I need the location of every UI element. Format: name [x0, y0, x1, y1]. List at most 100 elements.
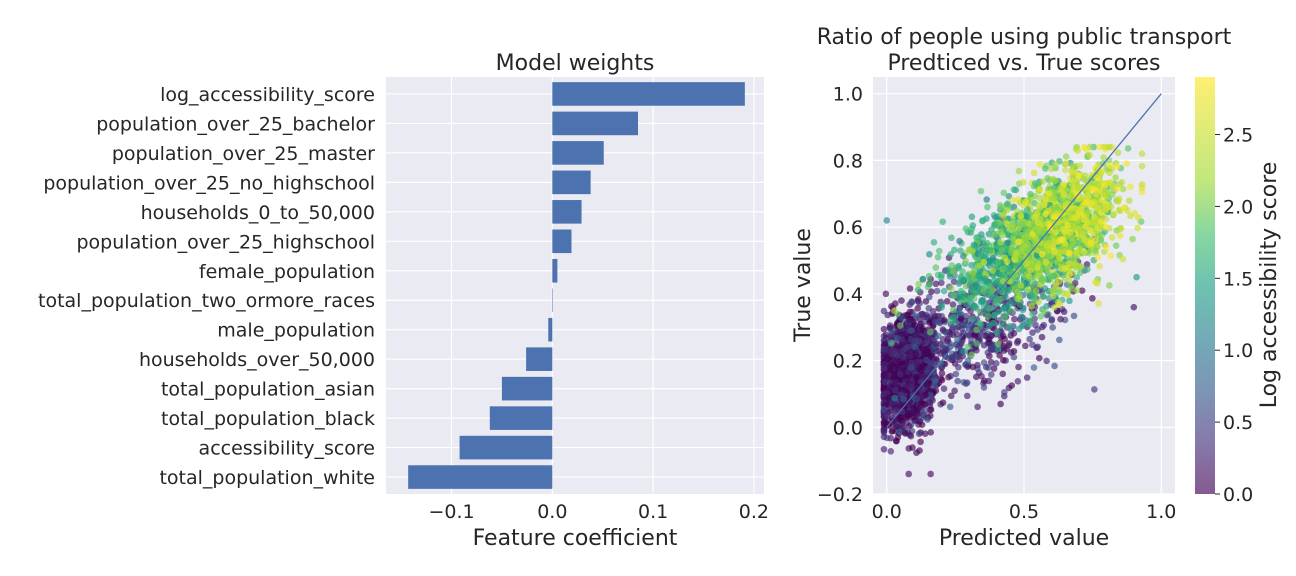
scatter-point — [997, 400, 1004, 408]
scatter-point — [899, 423, 906, 431]
scatter-point — [987, 344, 995, 352]
scatter-point — [1037, 312, 1045, 320]
scatter-point — [1008, 307, 1015, 315]
weights-gridlines — [386, 77, 764, 494]
scatter-point — [1138, 150, 1146, 158]
scatter-point — [880, 325, 888, 333]
scatter-point — [986, 258, 993, 265]
scatter-point — [888, 330, 896, 338]
scatter-point — [1116, 180, 1124, 188]
scatter-point — [993, 359, 1000, 367]
scatter-point — [1057, 315, 1064, 323]
scatter-point — [1052, 210, 1060, 217]
scatter-points — [880, 143, 1146, 478]
scatter-point — [929, 308, 937, 315]
scatter-point — [999, 211, 1006, 218]
scatter-point — [1083, 261, 1091, 268]
scatter-point — [968, 337, 975, 345]
scatter-point — [1091, 386, 1098, 393]
scatter-point — [1044, 253, 1052, 260]
scatter-point — [992, 280, 1000, 287]
scatter-point — [1056, 236, 1064, 243]
scatter-point — [1127, 183, 1134, 191]
scatter-point — [909, 413, 917, 421]
scatter-point — [880, 445, 888, 453]
scatter-point — [1117, 225, 1125, 232]
scatter-point — [1119, 255, 1127, 263]
weights-title: Model weights — [496, 51, 655, 76]
identity-reference-line — [886, 93, 1162, 428]
scatter-y-axis-label: True value — [791, 228, 816, 343]
scatter-point — [916, 418, 924, 425]
scatter-point — [1096, 143, 1103, 151]
weights-bar — [501, 376, 553, 401]
scatter-point — [1062, 227, 1070, 234]
scatter-point — [1007, 349, 1015, 356]
scatter-point — [1110, 210, 1118, 217]
scatter-point — [948, 234, 955, 242]
scatter-point — [1106, 179, 1113, 187]
scatter-point — [1052, 160, 1059, 168]
scatter-point — [1015, 238, 1023, 246]
scatter-point — [893, 437, 900, 445]
scatter-point — [994, 340, 1002, 348]
scatter-point — [1037, 215, 1044, 223]
scatter-point — [1071, 214, 1078, 222]
scatter-y-tick-label: 0.6 — [833, 217, 863, 239]
scatter-point — [1134, 224, 1141, 232]
scatter-point — [1058, 187, 1065, 195]
scatter-point — [1111, 183, 1119, 190]
scatter-point — [1054, 258, 1061, 266]
scatter-point — [1086, 151, 1093, 159]
scatter-point — [918, 372, 926, 380]
colorbar-gradient — [1195, 77, 1215, 494]
scatter-point — [1094, 204, 1101, 211]
scatter-point — [919, 276, 926, 283]
scatter-point — [883, 413, 891, 420]
scatter-point — [956, 356, 963, 363]
scatter-point — [969, 269, 977, 277]
weights-category-label: total_population_black — [161, 408, 375, 430]
scatter-point — [898, 297, 905, 304]
scatter-point — [1062, 160, 1070, 167]
scatter-point — [1006, 300, 1014, 308]
scatter-point — [1106, 282, 1113, 289]
scatter-point — [997, 204, 1005, 211]
scatter-point — [923, 346, 930, 353]
scatter-point — [939, 326, 947, 333]
scatter-point — [1056, 301, 1064, 308]
scatter-point — [1001, 335, 1008, 343]
scatter-title-line-2: Predticed vs. True scores — [887, 51, 1160, 76]
colorbar-tick-label: 2.5 — [1223, 125, 1253, 147]
scatter-point — [888, 339, 895, 347]
scatter-point — [1047, 273, 1055, 280]
scatter-point — [880, 307, 888, 315]
weights-x-axis-label: Feature coefficient — [473, 526, 678, 551]
scatter-point — [1034, 343, 1042, 351]
weights-category-label: accessibility_score — [199, 438, 375, 460]
weights-category-label: population_over_25_master — [112, 143, 375, 165]
scatter-y-tick-label: 0.4 — [833, 284, 863, 306]
scatter-point — [982, 277, 990, 285]
scatter-point — [1076, 162, 1084, 169]
scatter-point — [913, 449, 920, 456]
weights-category-label: total_population_asian — [161, 379, 375, 401]
scatter-point — [1138, 184, 1146, 192]
scatter-x-axis-label: Predicted value — [939, 526, 1109, 551]
scatter-point — [1024, 286, 1032, 293]
scatter-point — [1044, 247, 1051, 254]
scatter-point — [976, 319, 983, 327]
scatter-point — [1014, 229, 1022, 237]
scatter-point — [1026, 335, 1033, 343]
scatter-point — [958, 325, 966, 332]
scatter-point — [1094, 253, 1102, 261]
scatter-point — [914, 286, 922, 294]
weights-category-label: total_population_white — [159, 467, 375, 489]
scatter-point — [1043, 303, 1050, 310]
scatter-point — [1012, 262, 1019, 270]
scatter-point — [1014, 295, 1021, 303]
scatter-point — [1041, 308, 1048, 315]
scatter-point — [1013, 249, 1021, 256]
scatter-point — [893, 422, 900, 429]
